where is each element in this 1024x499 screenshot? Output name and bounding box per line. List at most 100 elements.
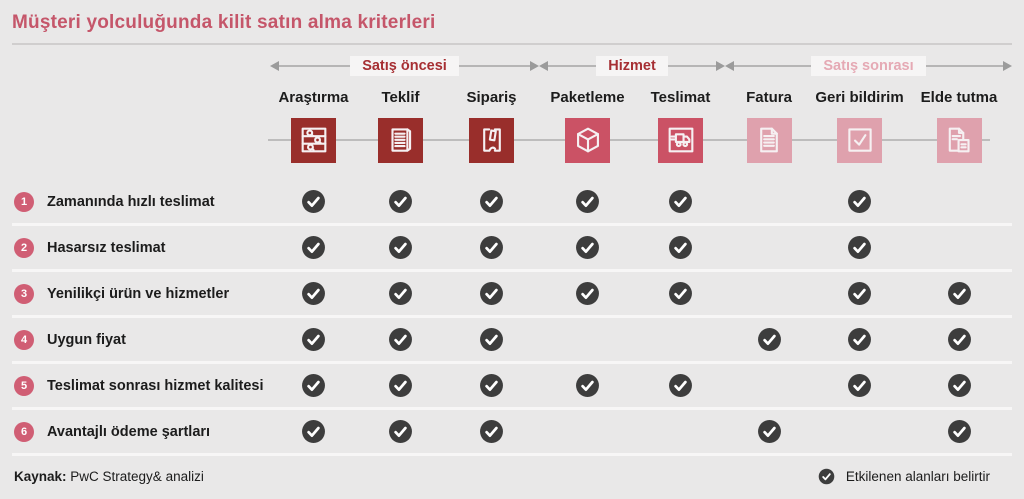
journey-step [270,117,357,163]
row-number-badge: 5 [14,375,34,396]
check-icon [539,180,636,223]
check-square-icon [837,117,882,163]
column-header: Paketleme [550,89,625,106]
journey-connector-line [268,139,990,141]
check-icon [270,410,357,453]
arrow-line [925,64,1004,67]
row-label: Hasarsız teslimat [47,239,166,256]
check-icon [539,364,636,407]
check-icon [636,226,725,269]
empty-cell [906,180,1012,223]
arrow-left-icon [270,60,279,71]
empty-cell [813,410,906,453]
title-divider [12,43,1012,45]
column-header: Sipariş [466,89,517,106]
source-note: Kaynak: PwC Strategy& analizi [14,469,204,484]
offer-document-icon [378,117,423,163]
arrow-right-icon [1003,60,1013,71]
check-icon [444,226,539,269]
column-header: Teslimat [650,89,711,106]
check-icon [539,272,636,315]
source-label: Kaynak: [14,469,67,484]
check-icon [906,318,1012,361]
column-header: Araştırma [278,89,349,106]
criteria-rows: 1 Zamanında hızlı teslimat 2 Hasarsız tesli… [12,180,1012,456]
journey-step [813,117,906,163]
row-label: Zamanında hızlı teslimat [47,193,215,210]
row-number-badge: 6 [14,421,34,442]
arrow-line [458,64,530,67]
page-title: Müşteri yolculuğunda kilit satın alma kr… [12,12,436,33]
footer: Kaynak: PwC Strategy& analizi Etkilenen … [12,468,1012,485]
search-sliders-icon [291,117,336,163]
row-number-badge: 1 [14,191,34,212]
check-icon [813,364,906,407]
phase-label-postsales: Satış sonrası [811,55,926,76]
phase-presales: Satış öncesi [270,55,539,76]
row-label: Avantajlı ödeme şartları [47,423,211,440]
row-header: 5 Teslimat sonrası hizmet kalitesi [12,375,270,396]
check-icon [444,318,539,361]
delivery-truck-icon [658,117,703,163]
journey-step [357,117,444,163]
journey-step [444,117,539,163]
check-icon [357,180,444,223]
journey-step [906,117,1012,163]
package-cube-icon [565,117,610,163]
check-icon [813,226,906,269]
check-icon [813,318,906,361]
check-icon [357,318,444,361]
check-icon [444,410,539,453]
check-icon [357,272,444,315]
check-icon [357,364,444,407]
empty-cell [725,180,813,223]
check-icon [270,180,357,223]
phase-postsales: Satış sonrası [725,55,1013,76]
check-icon [270,226,357,269]
arrow-line [667,64,717,67]
row-header: 4 Uygun fiyat [12,329,270,350]
row-number-badge: 3 [14,283,34,304]
arrow-line [734,64,812,67]
column-header: Teklif [381,89,420,106]
check-icon [539,226,636,269]
check-icon [725,318,813,361]
table-row: 3 Yenilikçi ürün ve hizmetler [12,272,1012,318]
column-headers: Araştırma Teklif Sipariş Paketleme Teslimat F… [12,89,1012,108]
row-number-badge: 2 [14,237,34,258]
arrow-right-icon [530,60,539,71]
empty-cell [725,272,813,315]
column-header: Fatura [746,89,792,106]
table-row: 5 Teslimat sonrası hizmet kalitesi [12,364,1012,410]
check-icon [725,410,813,453]
column-header: Geri bildirim [815,89,904,106]
empty-cell [725,226,813,269]
check-icon [357,410,444,453]
table-row: 1 Zamanında hızlı teslimat [12,180,1012,226]
check-icon [906,364,1012,407]
phase-service: Hizmet [539,55,726,76]
empty-cell [906,226,1012,269]
check-icon [636,180,725,223]
row-label: Teslimat sonrası hizmet kalitesi [47,377,264,394]
check-icon [444,272,539,315]
arrow-right-icon [716,60,726,71]
arrow-left-icon [725,60,734,71]
phase-label-service: Hizmet [596,55,668,76]
journey-step [539,117,636,163]
legend-text: Etkilenen alanları belirtir [845,469,990,484]
phase-label-presales: Satış öncesi [350,55,459,76]
documents-icon [936,117,982,163]
arrow-line [548,64,597,67]
empty-cell [725,364,813,407]
empty-cell [539,318,636,361]
phase-bar: Satış öncesi Hizmet Satış sonrası [12,55,1013,76]
card-in-hand-icon [469,117,514,163]
check-icon [357,226,444,269]
row-number-badge: 4 [14,329,34,350]
check-icon [444,364,539,407]
row-label: Uygun fiyat [47,331,126,348]
table-row: 6 Avantajlı ödeme şartları [12,410,1012,456]
arrow-left-icon [539,60,548,71]
